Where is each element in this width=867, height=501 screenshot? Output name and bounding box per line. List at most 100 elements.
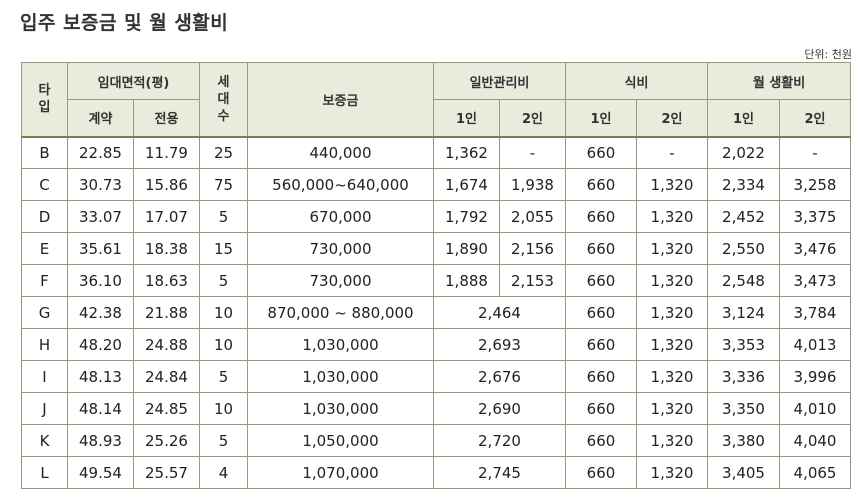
cell-living-1: 2,548	[707, 264, 781, 297]
cell-contract: 48.93	[67, 424, 134, 457]
header-mgmt-1: 1인	[433, 99, 500, 137]
cell-living-2: 3,258	[779, 168, 852, 201]
cell-deposit: 730,000	[247, 232, 434, 265]
cell-deposit: 440,000	[247, 136, 434, 169]
table-row: J 48.14 24.85 10 1,030,000 2,690 660 1,3…	[21, 392, 852, 425]
table-row: F 36.10 18.63 5 730,000 1,888 2,153 660 …	[21, 264, 852, 297]
cell-type: L	[21, 456, 68, 489]
cell-mgmt: 2,693	[433, 328, 566, 361]
cell-mgmt-2: -	[499, 136, 566, 169]
cell-households: 5	[199, 424, 248, 457]
table-row: G 42.38 21.88 10 870,000 ~ 880,000 2,464…	[21, 296, 852, 329]
cell-exclusive: 25.26	[133, 424, 200, 457]
page-title: 입주 보증금 및 월 생활비	[20, 12, 229, 34]
cell-mgmt-2: 2,156	[499, 232, 566, 265]
cell-type: K	[21, 424, 68, 457]
cell-deposit: 1,050,000	[247, 424, 434, 457]
cell-meal-1: 660	[565, 200, 637, 233]
cell-exclusive: 18.38	[133, 232, 200, 265]
header-meal-1: 1인	[565, 99, 637, 137]
cell-exclusive: 18.63	[133, 264, 200, 297]
cell-contract: 35.61	[67, 232, 134, 265]
cell-mgmt: 2,720	[433, 424, 566, 457]
header-type: 타입	[21, 62, 68, 137]
cell-contract: 48.20	[67, 328, 134, 361]
cell-deposit: 560,000~640,000	[247, 168, 434, 201]
cell-exclusive: 24.85	[133, 392, 200, 425]
cell-living-2: 3,473	[779, 264, 852, 297]
table-row: E 35.61 18.38 15 730,000 1,890 2,156 660…	[21, 232, 852, 265]
cell-households: 5	[199, 264, 248, 297]
table-row: B 22.85 11.79 25 440,000 1,362 - 660 - 2…	[21, 136, 852, 169]
cell-meal-2: -	[635, 136, 709, 169]
header-living-1: 1인	[707, 99, 781, 137]
cell-meal-2: 1,320	[635, 328, 709, 361]
cell-living-2: 4,040	[779, 424, 852, 457]
cell-meal-2: 1,320	[635, 264, 709, 297]
cell-households: 75	[199, 168, 248, 201]
cell-living-2: 3,476	[779, 232, 852, 265]
header-living-2: 2인	[779, 99, 852, 137]
cell-exclusive: 25.57	[133, 456, 200, 489]
cell-living-2: 4,065	[779, 456, 852, 489]
table-row: D 33.07 17.07 5 670,000 1,792 2,055 660 …	[21, 200, 852, 233]
cell-meal-2: 1,320	[635, 200, 709, 233]
header-meal-2: 2인	[635, 99, 709, 137]
cell-mgmt-1: 1,890	[433, 232, 500, 265]
cell-type: I	[21, 360, 68, 393]
cell-meal-1: 660	[565, 456, 637, 489]
cell-exclusive: 17.07	[133, 200, 200, 233]
cell-mgmt-1: 1,674	[433, 168, 500, 201]
cell-meal-1: 660	[565, 136, 637, 169]
cell-households: 10	[199, 328, 248, 361]
cell-mgmt-2: 1,938	[499, 168, 566, 201]
table-row: H 48.20 24.88 10 1,030,000 2,693 660 1,3…	[21, 328, 852, 361]
cell-meal-1: 660	[565, 264, 637, 297]
cell-households: 5	[199, 360, 248, 393]
cell-households: 4	[199, 456, 248, 489]
header-households-label: 세대수	[217, 74, 230, 124]
cell-contract: 48.14	[67, 392, 134, 425]
cell-mgmt: 2,690	[433, 392, 566, 425]
header-contract: 계약	[67, 99, 134, 137]
cell-deposit: 670,000	[247, 200, 434, 233]
header-type-label: 타입	[38, 83, 51, 116]
table-row: I 48.13 24.84 5 1,030,000 2,676 660 1,32…	[21, 360, 852, 393]
cell-mgmt: 2,745	[433, 456, 566, 489]
cell-deposit: 730,000	[247, 264, 434, 297]
cell-contract: 42.38	[67, 296, 134, 329]
cell-living-1: 2,022	[707, 136, 781, 169]
table-row: L 49.54 25.57 4 1,070,000 2,745 660 1,32…	[21, 456, 852, 489]
cell-exclusive: 11.79	[133, 136, 200, 169]
header-meal: 식비	[564, 62, 709, 100]
header-mgmt-fee: 일반관리비	[433, 62, 566, 100]
header-exclusive: 전용	[133, 99, 200, 137]
cell-living-1: 2,550	[707, 232, 781, 265]
cell-living-2: 4,013	[779, 328, 852, 361]
cell-households: 5	[199, 200, 248, 233]
cell-contract: 36.10	[67, 264, 134, 297]
cell-exclusive: 21.88	[133, 296, 200, 329]
cell-type: G	[21, 296, 68, 329]
cell-living-2: 3,375	[779, 200, 852, 233]
cell-meal-2: 1,320	[635, 456, 709, 489]
cell-contract: 30.73	[67, 168, 134, 201]
cell-exclusive: 24.84	[133, 360, 200, 393]
cell-type: F	[21, 264, 68, 297]
cell-living-2: 4,010	[779, 392, 852, 425]
cell-meal-2: 1,320	[635, 360, 709, 393]
cell-living-1: 3,405	[707, 456, 781, 489]
cell-living-1: 2,452	[707, 200, 781, 233]
cell-households: 15	[199, 232, 248, 265]
cell-households: 10	[199, 296, 248, 329]
cell-deposit: 1,030,000	[247, 392, 434, 425]
cell-type: H	[21, 328, 68, 361]
cell-contract: 48.13	[67, 360, 134, 393]
header-rental-area: 임대면적(평)	[67, 62, 200, 100]
cell-living-1: 3,350	[707, 392, 781, 425]
header-deposit: 보증금	[247, 62, 434, 137]
cell-meal-2: 1,320	[635, 168, 709, 201]
cell-meal-2: 1,320	[635, 392, 709, 425]
cell-mgmt-1: 1,362	[433, 136, 500, 169]
cell-deposit: 1,030,000	[247, 360, 434, 393]
